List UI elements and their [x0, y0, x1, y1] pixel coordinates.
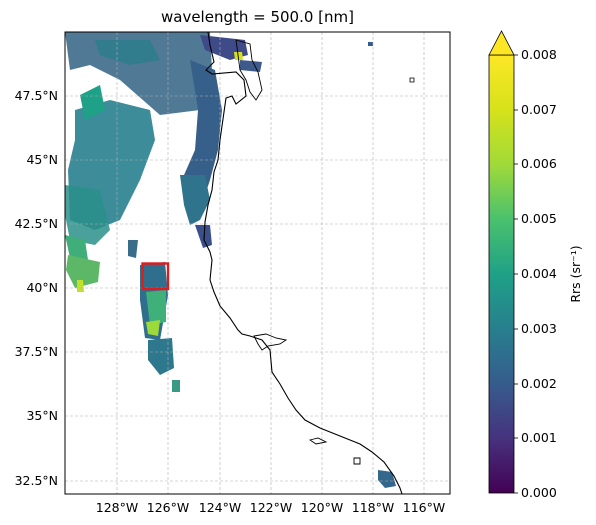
y-tick-label: 42.5°N [15, 216, 58, 231]
coastline [203, 32, 403, 494]
x-tick-label: 124°W [199, 500, 241, 515]
y-tick-label: 37.5°N [15, 344, 58, 359]
colorbar-tick-label: 0.006 [521, 156, 557, 171]
x-tick-label: 120°W [301, 500, 343, 515]
colorbar-ticks: 0.000 0.001 0.002 0.003 0.004 0.005 0.00… [514, 47, 557, 500]
x-tick-label: 128°W [96, 500, 138, 515]
x-tick-label: 118°W [352, 500, 394, 515]
puget-sound-coastline [235, 39, 263, 101]
region-highlight-box [141, 262, 170, 291]
colorbar-gradient [488, 54, 515, 494]
colorbar-tick-label: 0.001 [521, 430, 557, 445]
y-tick-label: 32.5°N [15, 473, 58, 488]
x-tick-label: 122°W [250, 500, 292, 515]
y-tick-label: 45°N [26, 152, 58, 167]
island-1 [308, 437, 328, 445]
colorbar-tick-label: 0.007 [521, 102, 557, 117]
gridlines [65, 32, 450, 494]
rrs-data-swaths [65, 32, 396, 488]
y-axis-ticks: 47.5°N 45°N 42.5°N 40°N 37.5°N 35°N 32.5… [15, 88, 58, 488]
y-tick-label: 47.5°N [15, 88, 58, 103]
y-tick-label: 35°N [26, 408, 58, 423]
map-title: wavelength = 500.0 [nm] [160, 8, 354, 26]
colorbar-extend-arrow [488, 30, 515, 56]
island-3 [409, 77, 415, 83]
y-tick-label: 40°N [26, 280, 58, 295]
x-tick-label: 126°W [147, 500, 189, 515]
colorbar-tick-label: 0.000 [521, 485, 557, 500]
colorbar: 0.000 0.001 0.002 0.003 0.004 0.005 0.00… [488, 30, 583, 500]
colorbar-tick-label: 0.004 [521, 266, 557, 281]
island-2 [353, 457, 361, 465]
colorbar-label: Rrs (sr⁻¹) [568, 245, 583, 302]
map-area [65, 32, 450, 494]
x-axis-ticks: 128°W 126°W 124°W 122°W 120°W 118°W 116°… [96, 500, 445, 515]
colorbar-tick-label: 0.005 [521, 211, 557, 226]
colorbar-tick-label: 0.002 [521, 376, 557, 391]
x-tick-label: 116°W [403, 500, 445, 515]
bay-coastline [253, 333, 288, 351]
map-frame [64, 31, 451, 495]
colorbar-tick-label: 0.003 [521, 321, 557, 336]
colorbar-tick-label: 0.008 [521, 47, 557, 62]
